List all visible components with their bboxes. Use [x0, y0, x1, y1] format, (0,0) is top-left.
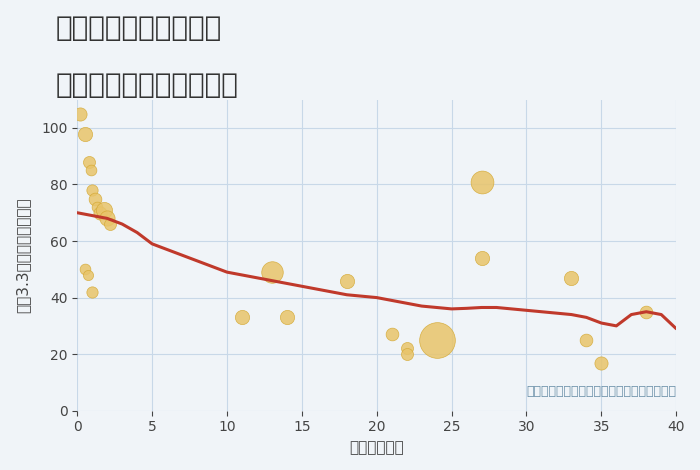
Point — [476, 178, 487, 185]
Point — [75, 110, 86, 118]
Point — [90, 195, 101, 203]
Point — [102, 215, 113, 222]
Point — [83, 158, 94, 165]
Point — [581, 336, 592, 344]
Point — [431, 336, 442, 344]
Text: 円の大きさは、取引のあった物件面積を示す: 円の大きさは、取引のあった物件面積を示す — [526, 385, 676, 398]
Point — [640, 308, 652, 315]
Point — [94, 209, 105, 217]
Point — [104, 220, 116, 228]
Point — [401, 351, 412, 358]
Point — [99, 206, 110, 214]
Text: 埼玉県鴻巣市三町免の: 埼玉県鴻巣市三町免の — [56, 14, 223, 42]
Point — [341, 277, 352, 284]
Text: 築年数別中古戸建て価格: 築年数別中古戸建て価格 — [56, 70, 239, 99]
Point — [79, 266, 90, 273]
Point — [237, 313, 248, 321]
Point — [87, 288, 98, 296]
Point — [79, 130, 90, 137]
Point — [596, 359, 607, 367]
Point — [82, 271, 93, 279]
Y-axis label: 坪（3.3㎡）単価（万円）: 坪（3.3㎡）単価（万円） — [15, 197, 30, 313]
Point — [91, 204, 102, 211]
Point — [401, 345, 412, 352]
Point — [87, 186, 98, 194]
Point — [85, 166, 97, 174]
Point — [266, 268, 277, 276]
Point — [566, 274, 577, 282]
X-axis label: 築年数（年）: 築年数（年） — [349, 440, 404, 455]
Point — [386, 330, 398, 338]
Point — [476, 254, 487, 262]
Point — [281, 313, 293, 321]
